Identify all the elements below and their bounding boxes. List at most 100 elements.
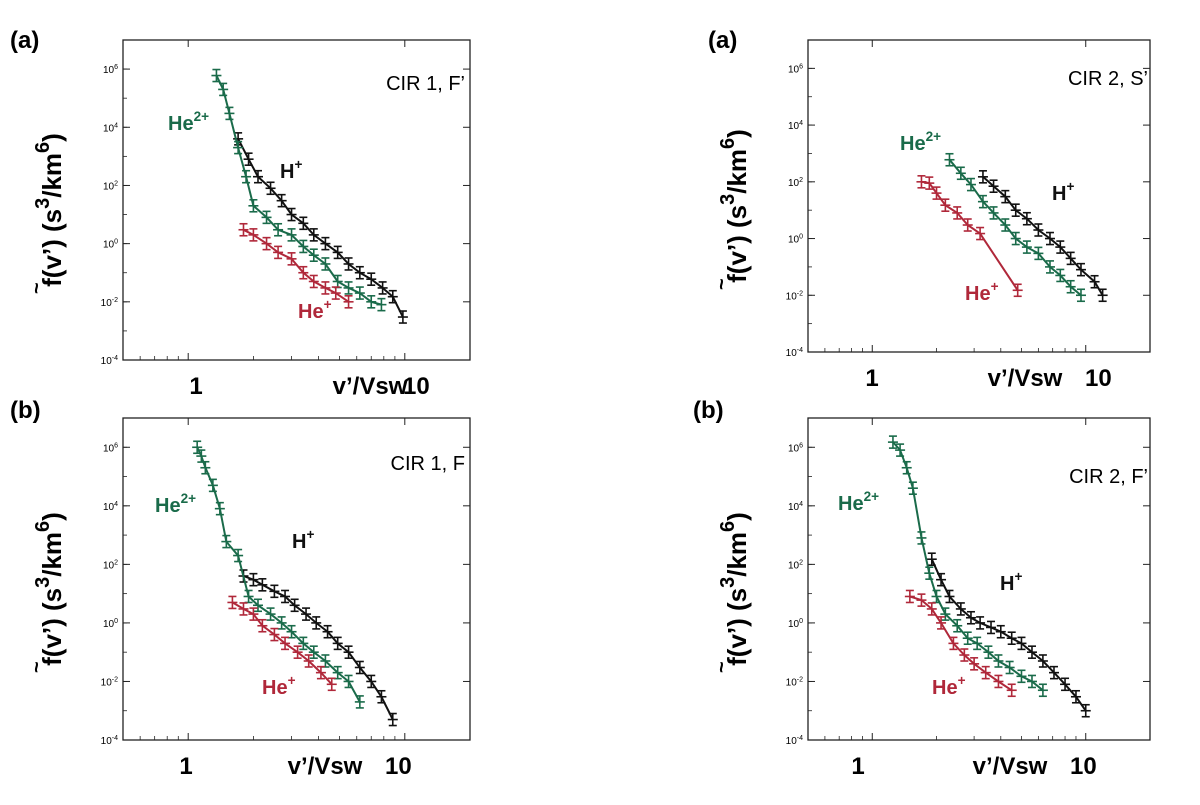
data-point — [330, 286, 341, 300]
series-label-He2+-base: He — [838, 493, 864, 515]
series-line — [243, 228, 350, 303]
x-tick-label: 10 — [1070, 753, 1097, 780]
series-label-H+-sup: + — [1066, 179, 1074, 194]
series-label-H+-sup: + — [306, 527, 314, 542]
y-axis-label-exp: 6 — [717, 138, 739, 149]
y-tick-label: 106 — [788, 442, 803, 454]
data-point — [280, 589, 291, 604]
data-point — [986, 620, 997, 635]
data-point — [320, 281, 331, 295]
plot-frame — [807, 417, 1151, 741]
y-tick-label: 100 — [103, 618, 118, 630]
y-tick-label-base: 10 — [103, 181, 115, 192]
data-point — [988, 206, 999, 220]
y-tick-label-base: 10 — [788, 235, 800, 246]
y-tick-label-exp: 0 — [799, 618, 803, 625]
y-tick-label: 106 — [788, 63, 803, 75]
y-tick-label-exp: 4 — [799, 120, 803, 127]
y-tick-label-base: 10 — [103, 560, 115, 571]
data-point — [354, 695, 365, 709]
data-point — [988, 179, 999, 194]
data-point — [969, 657, 980, 671]
chart-title: CIR 2, S’ — [1068, 68, 1148, 90]
y-axis-label-tilde: ~ — [26, 661, 48, 673]
y-tick-label: 10-4 — [786, 735, 803, 747]
data-point — [248, 572, 259, 587]
y-tick-label: 102 — [103, 180, 118, 192]
y-tick-label-base: 10 — [101, 356, 113, 367]
y-tick-label: 104 — [103, 501, 118, 513]
series-label-He2+-base: He — [155, 495, 181, 517]
y-tick-label-base: 10 — [103, 123, 115, 134]
data-point — [916, 593, 927, 607]
data-point — [959, 648, 970, 662]
data-point — [326, 677, 337, 692]
data-point — [1021, 211, 1032, 226]
data-point — [315, 665, 326, 680]
series-label-He+-base: He — [965, 283, 991, 305]
data-point — [377, 281, 388, 295]
y-tick-label-exp: 6 — [799, 63, 803, 70]
data-point — [207, 478, 218, 493]
data-point — [944, 152, 955, 167]
x-tick-label: 10 — [385, 753, 412, 780]
series-line — [982, 176, 1104, 296]
x-tick-label: 1 — [865, 365, 878, 392]
chart-title: CIR 1, F’ — [386, 73, 465, 95]
data-point — [1021, 240, 1032, 254]
series-label-He2+: He2+ — [168, 109, 209, 135]
data-point — [1075, 288, 1086, 303]
plot-frame — [122, 417, 471, 741]
y-tick-label-exp: 4 — [114, 501, 118, 508]
data-point — [995, 624, 1006, 639]
data-point — [926, 552, 937, 567]
data-point — [233, 548, 244, 563]
data-point — [940, 198, 951, 212]
series-He+ — [227, 595, 337, 692]
x-tick-label: 1 — [189, 373, 202, 400]
data-point — [248, 228, 259, 242]
data-point — [1004, 660, 1015, 675]
series-label-H+-sup: + — [1014, 569, 1022, 584]
data-point — [376, 297, 387, 312]
data-point — [280, 636, 291, 651]
series-label-He2+: He2+ — [900, 129, 941, 155]
y-tick-label: 102 — [788, 559, 803, 571]
y-axis-label-f: f(v’) (s — [722, 588, 752, 666]
data-point — [977, 194, 988, 209]
series-H+ — [977, 170, 1108, 303]
y-tick-label-exp: -2 — [112, 297, 118, 304]
y-tick-label-base: 10 — [101, 736, 113, 747]
y-axis-label-km: /km — [722, 149, 752, 194]
data-point — [1060, 677, 1071, 692]
data-point — [1065, 279, 1076, 294]
y-axis-label: f(v’) (s3/km6) — [717, 129, 752, 283]
y-axis-label-exp: 6 — [717, 521, 739, 532]
data-point — [311, 616, 322, 630]
data-point — [301, 607, 312, 621]
y-tick-label: 102 — [788, 177, 803, 189]
x-axis-label: v’/Vsw — [973, 753, 1048, 780]
x-tick-label: 1 — [179, 753, 192, 780]
y-tick-label-base: 10 — [101, 298, 113, 309]
data-point — [308, 274, 319, 289]
y-tick-label: 10-4 — [101, 735, 118, 747]
data-point — [907, 481, 918, 495]
y-axis-label-f: f(v’) (s — [722, 205, 752, 283]
y-tick-label-exp: 6 — [114, 442, 118, 449]
data-point — [354, 660, 365, 675]
series-H+ — [926, 552, 1091, 718]
data-point — [387, 712, 398, 727]
x-axis-label: v’/Vsw — [333, 373, 408, 400]
y-axis-label-km: /km — [722, 532, 752, 577]
y-tick-label-exp: 2 — [799, 177, 803, 184]
y-tick-label: 10-2 — [101, 676, 118, 688]
data-point — [286, 207, 297, 222]
series-line — [892, 441, 1044, 692]
series-H+ — [233, 132, 408, 324]
y-tick-label-exp: 4 — [799, 501, 803, 508]
data-point — [298, 239, 309, 254]
data-point — [308, 248, 319, 263]
y-tick-label-base: 10 — [103, 619, 115, 630]
data-point — [192, 440, 203, 455]
